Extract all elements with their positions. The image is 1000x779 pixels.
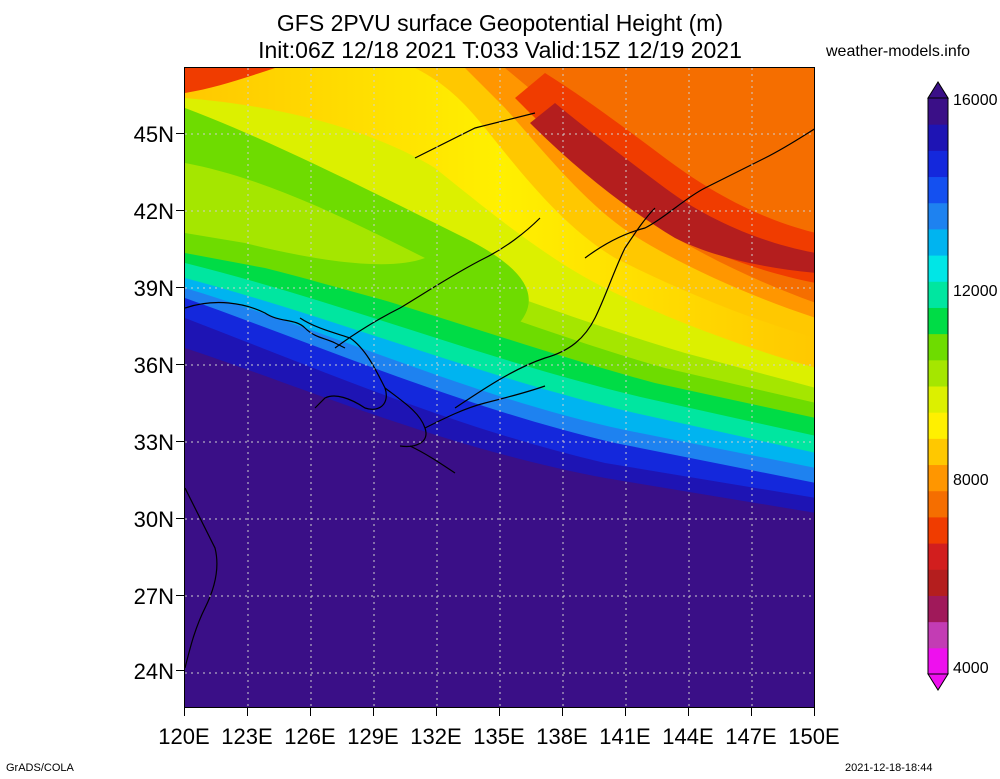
- footer-timestamp: 2021-12-18-18:44: [845, 762, 933, 774]
- colorbar-swatch: [928, 307, 948, 335]
- lat-tick: [176, 287, 184, 288]
- colorbar-bottom-arrow: [927, 673, 949, 691]
- lon-tick: [373, 708, 374, 716]
- footer-software: GrADS/COLA: [6, 762, 74, 774]
- lat-label-39n: 39N: [133, 276, 174, 301]
- lon-tick: [184, 708, 185, 716]
- colorbar-swatch: [928, 150, 948, 178]
- height-field: [185, 68, 814, 707]
- colorbar-label-4000: 4000: [953, 660, 989, 677]
- field-north-green: [185, 108, 529, 328]
- colorbar-swatch: [928, 124, 948, 151]
- lat-tick: [176, 595, 184, 596]
- field-north-lime: [185, 163, 425, 265]
- colorbar-frame: [927, 97, 949, 675]
- lat-label-27n: 27N: [133, 584, 174, 609]
- colorbar-label-16000: 16000: [953, 92, 998, 109]
- lon-tick: [310, 708, 311, 716]
- lat-tick: [176, 670, 184, 671]
- colorbar-swatch: [928, 490, 948, 518]
- field-darkred: [530, 103, 814, 273]
- lat-tick: [176, 364, 184, 365]
- colorbar-swatch: [928, 647, 948, 675]
- lat-label-42n: 42N: [133, 199, 174, 224]
- lon-tick: [688, 708, 689, 716]
- lon-label-132e: 132E: [410, 724, 462, 749]
- lon-label-135e: 135E: [473, 724, 525, 749]
- colorbar-swatch: [928, 281, 948, 308]
- lat-label-33n: 33N: [133, 430, 174, 455]
- colorbar-swatch: [928, 176, 948, 204]
- lon-label-138e: 138E: [536, 724, 588, 749]
- colorbar-swatch: [928, 412, 948, 439]
- lon-label-120e: 120E: [158, 724, 210, 749]
- colorbar-top-arrow: [927, 81, 949, 99]
- colorbar-swatch: [928, 359, 948, 387]
- lon-tick: [499, 708, 500, 716]
- lon-tick: [436, 708, 437, 716]
- lat-label-30n: 30N: [133, 507, 174, 532]
- source-label: weather-models.info: [826, 43, 971, 60]
- colorbar-swatch: [928, 255, 948, 282]
- colorbar-swatch: [928, 621, 948, 649]
- lon-tick: [625, 708, 626, 716]
- colorbar-swatch: [928, 464, 948, 492]
- lon-tick: [562, 708, 563, 716]
- lat-label-45n: 45N: [133, 122, 174, 147]
- colorbar-label-8000: 8000: [953, 472, 989, 489]
- colorbar-swatch: [928, 438, 948, 466]
- colorbar-swatch: [928, 98, 948, 125]
- graticule: [185, 68, 814, 707]
- colorbar: [927, 81, 949, 691]
- colorbar-swatch: [928, 333, 948, 361]
- lat-tick: [176, 133, 184, 134]
- lon-tick: [814, 708, 815, 716]
- colorbar-swatch: [928, 228, 948, 256]
- lon-label-147e: 147E: [725, 724, 777, 749]
- colorbar-swatch: [928, 386, 948, 413]
- colorbar-swatch: [928, 543, 948, 570]
- lon-label-126e: 126E: [284, 724, 336, 749]
- lon-label-150e: 150E: [788, 724, 840, 749]
- map-panel: [184, 67, 815, 708]
- lat-tick: [176, 441, 184, 442]
- lon-label-141e: 141E: [599, 724, 651, 749]
- colorbar-swatch: [928, 202, 948, 230]
- lon-label-144e: 144E: [662, 724, 714, 749]
- lat-tick: [176, 518, 184, 519]
- lat-label-24n: 24N: [133, 659, 174, 684]
- colorbar-swatch: [928, 595, 948, 623]
- lon-label-129e: 129E: [347, 724, 399, 749]
- map-title: GFS 2PVU surface Geopotential Height (m): [276, 10, 724, 36]
- lon-tick: [247, 708, 248, 716]
- lon-label-123e: 123E: [221, 724, 273, 749]
- lon-tick: [751, 708, 752, 716]
- lat-label-36n: 36N: [133, 353, 174, 378]
- coastlines: [185, 112, 814, 669]
- lat-tick: [176, 210, 184, 211]
- map-subtitle: Init:06Z 12/18 2021 T:033 Valid:15Z 12/1…: [258, 37, 742, 63]
- colorbar-swatch: [928, 516, 948, 544]
- colorbar-swatch: [928, 569, 948, 596]
- colorbar-label-12000: 12000: [953, 283, 998, 300]
- field-corner-red: [185, 68, 275, 93]
